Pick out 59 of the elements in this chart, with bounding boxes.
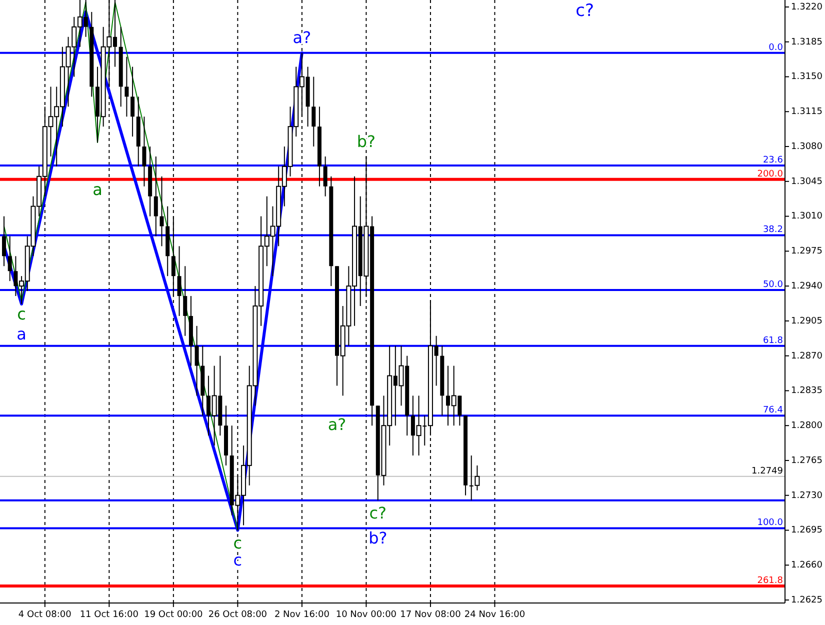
x-tick-label: 10 Nov 00:00 bbox=[336, 610, 397, 620]
candlestick bbox=[154, 156, 158, 237]
y-tick-label: 1.3220 bbox=[791, 2, 823, 12]
candlestick bbox=[130, 66, 135, 138]
y-tick-label: 1.3115 bbox=[791, 107, 822, 118]
annotation: c bbox=[233, 534, 242, 553]
x-tick-label: 24 Nov 16:00 bbox=[464, 610, 526, 620]
candlestick bbox=[177, 246, 182, 316]
annotation: b? bbox=[368, 528, 388, 548]
x-tick-label: 4 Oct 08:00 bbox=[18, 610, 72, 620]
candlestick bbox=[183, 266, 188, 336]
x-tick-label: 11 Oct 16:00 bbox=[80, 610, 139, 620]
y-tick-label: 1.2975 bbox=[791, 246, 822, 257]
annotation: 261.8 bbox=[757, 576, 784, 586]
x-tick-label: 19 Oct 00:00 bbox=[144, 610, 204, 620]
ref-line-label: 1.2749 bbox=[752, 466, 784, 476]
y-tick-label: 1.2835 bbox=[791, 386, 822, 396]
annotation: c? bbox=[576, 1, 594, 21]
y-tick-label: 1.2800 bbox=[791, 421, 823, 432]
candlestick bbox=[142, 116, 146, 187]
annotation: 23.6 bbox=[762, 155, 784, 166]
annotation: a bbox=[92, 180, 102, 199]
candlestick bbox=[160, 176, 164, 247]
annotation: a bbox=[16, 324, 26, 344]
candlestick bbox=[2, 216, 6, 267]
annotation: b? bbox=[356, 132, 376, 151]
y-tick-label: 1.2625 bbox=[791, 595, 822, 606]
y-tick-label: 1.3080 bbox=[791, 142, 823, 152]
x-tick-label: 26 Oct 08:00 bbox=[208, 610, 268, 620]
annotation: c bbox=[17, 304, 26, 324]
candlestick bbox=[8, 236, 12, 282]
annotation: c? bbox=[369, 504, 387, 523]
candlestick bbox=[323, 156, 328, 197]
x-tick-label: 17 Nov 08:00 bbox=[400, 610, 462, 620]
y-tick-label: 1.2730 bbox=[791, 490, 823, 501]
y-tick-label: 1.3185 bbox=[791, 37, 822, 48]
annotation: 0.0 bbox=[768, 42, 784, 53]
annotation: 200.0 bbox=[757, 169, 784, 180]
y-tick-label: 1.2765 bbox=[791, 456, 822, 466]
x-tick-label: 2 Nov 16:00 bbox=[274, 610, 330, 620]
y-tick-label: 1.2870 bbox=[791, 351, 823, 362]
y-tick-label: 1.3010 bbox=[791, 212, 823, 222]
candlestick bbox=[312, 76, 316, 148]
annotation: 76.4 bbox=[762, 406, 784, 416]
y-tick-label: 1.2905 bbox=[791, 316, 822, 326]
annotation: 38.2 bbox=[762, 225, 783, 236]
annotation: c bbox=[233, 550, 242, 570]
y-tick-label: 1.2660 bbox=[791, 560, 823, 571]
annotation: a? bbox=[292, 28, 312, 48]
annotation: 61.8 bbox=[762, 336, 784, 346]
annotation: 50.0 bbox=[762, 280, 784, 290]
y-tick-label: 1.3150 bbox=[791, 72, 823, 82]
y-tick-label: 1.2940 bbox=[791, 282, 823, 292]
candlestick bbox=[194, 325, 199, 396]
annotation: a? bbox=[328, 415, 346, 434]
candlestick bbox=[124, 56, 129, 118]
y-tick-label: 1.2695 bbox=[791, 526, 822, 536]
annotation: 100.0 bbox=[757, 518, 784, 528]
y-tick-label: 1.3045 bbox=[791, 176, 822, 187]
